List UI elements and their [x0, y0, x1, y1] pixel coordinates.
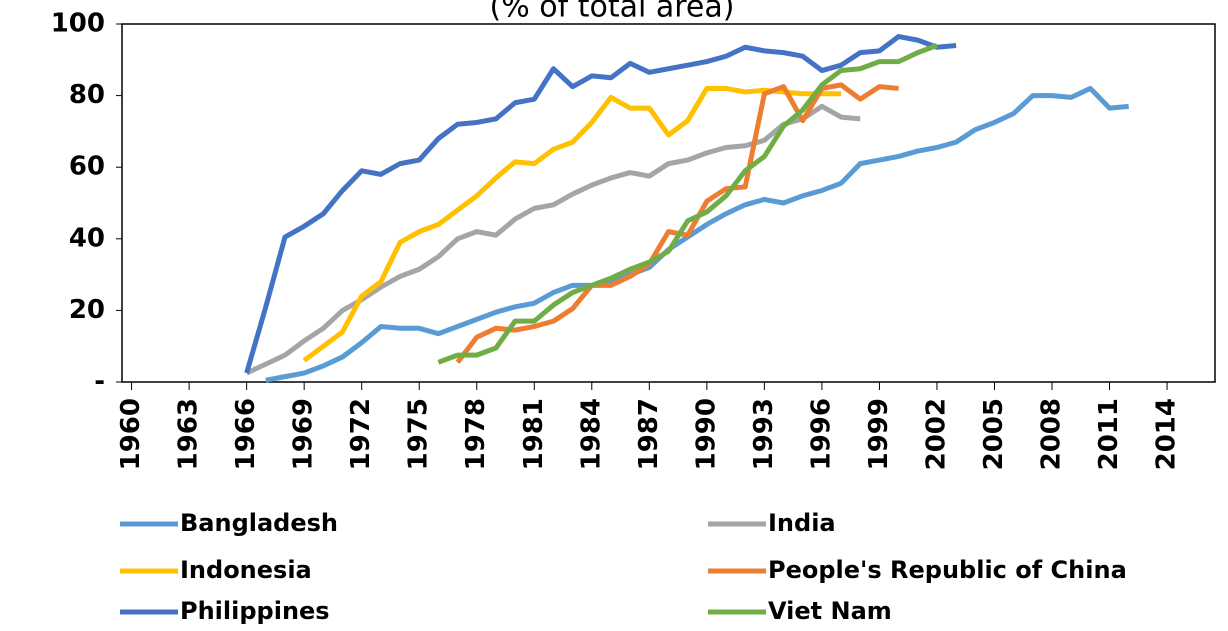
legend-label: Philippines [180, 597, 330, 625]
y-tick-label: - [94, 367, 105, 397]
chart-title: (% of total area) [490, 0, 735, 25]
series-line [245, 103, 861, 376]
x-tick-label: 1960 [116, 398, 146, 470]
legend-label: India [768, 509, 836, 537]
legend-label: Indonesia [180, 556, 312, 584]
x-tick-label: 1966 [231, 398, 261, 470]
series-line [244, 34, 957, 374]
x-tick-label: 1987 [634, 398, 664, 470]
x-tick-label: 2008 [1037, 398, 1067, 470]
y-tick-label: 20 [69, 295, 105, 325]
y-tick-label: 80 [69, 80, 105, 110]
x-tick-label: 1999 [864, 398, 894, 470]
legend-label: Bangladesh [180, 509, 338, 537]
x-tick-label: 2014 [1152, 398, 1182, 470]
x-tick-label: 1993 [749, 398, 779, 470]
x-tick-label: 1975 [404, 398, 434, 470]
x-tick-label: 2011 [1094, 398, 1124, 470]
y-tick-label: 40 [69, 223, 105, 253]
x-tick-label: 1972 [346, 398, 376, 470]
series-line [437, 43, 938, 365]
x-tick-label: 2005 [979, 398, 1009, 470]
series-line [302, 85, 842, 363]
x-tick-label: 1990 [691, 398, 721, 470]
legend-label: Viet Nam [768, 597, 892, 625]
x-tick-label: 1981 [519, 398, 549, 470]
y-tick-label: 60 [69, 152, 105, 182]
plot-frame [121, 23, 1216, 383]
x-tick-label: 1969 [289, 398, 319, 470]
y-tick-label: 100 [51, 9, 105, 39]
series-line [265, 85, 1129, 383]
x-tick-label: 1984 [576, 398, 606, 470]
x-tick-label: 1963 [174, 398, 204, 470]
legend-label: People's Republic of China [768, 556, 1127, 584]
x-tick-label: 1978 [461, 398, 491, 470]
x-tick-label: 2002 [921, 398, 951, 470]
x-tick-label: 1996 [806, 398, 836, 470]
